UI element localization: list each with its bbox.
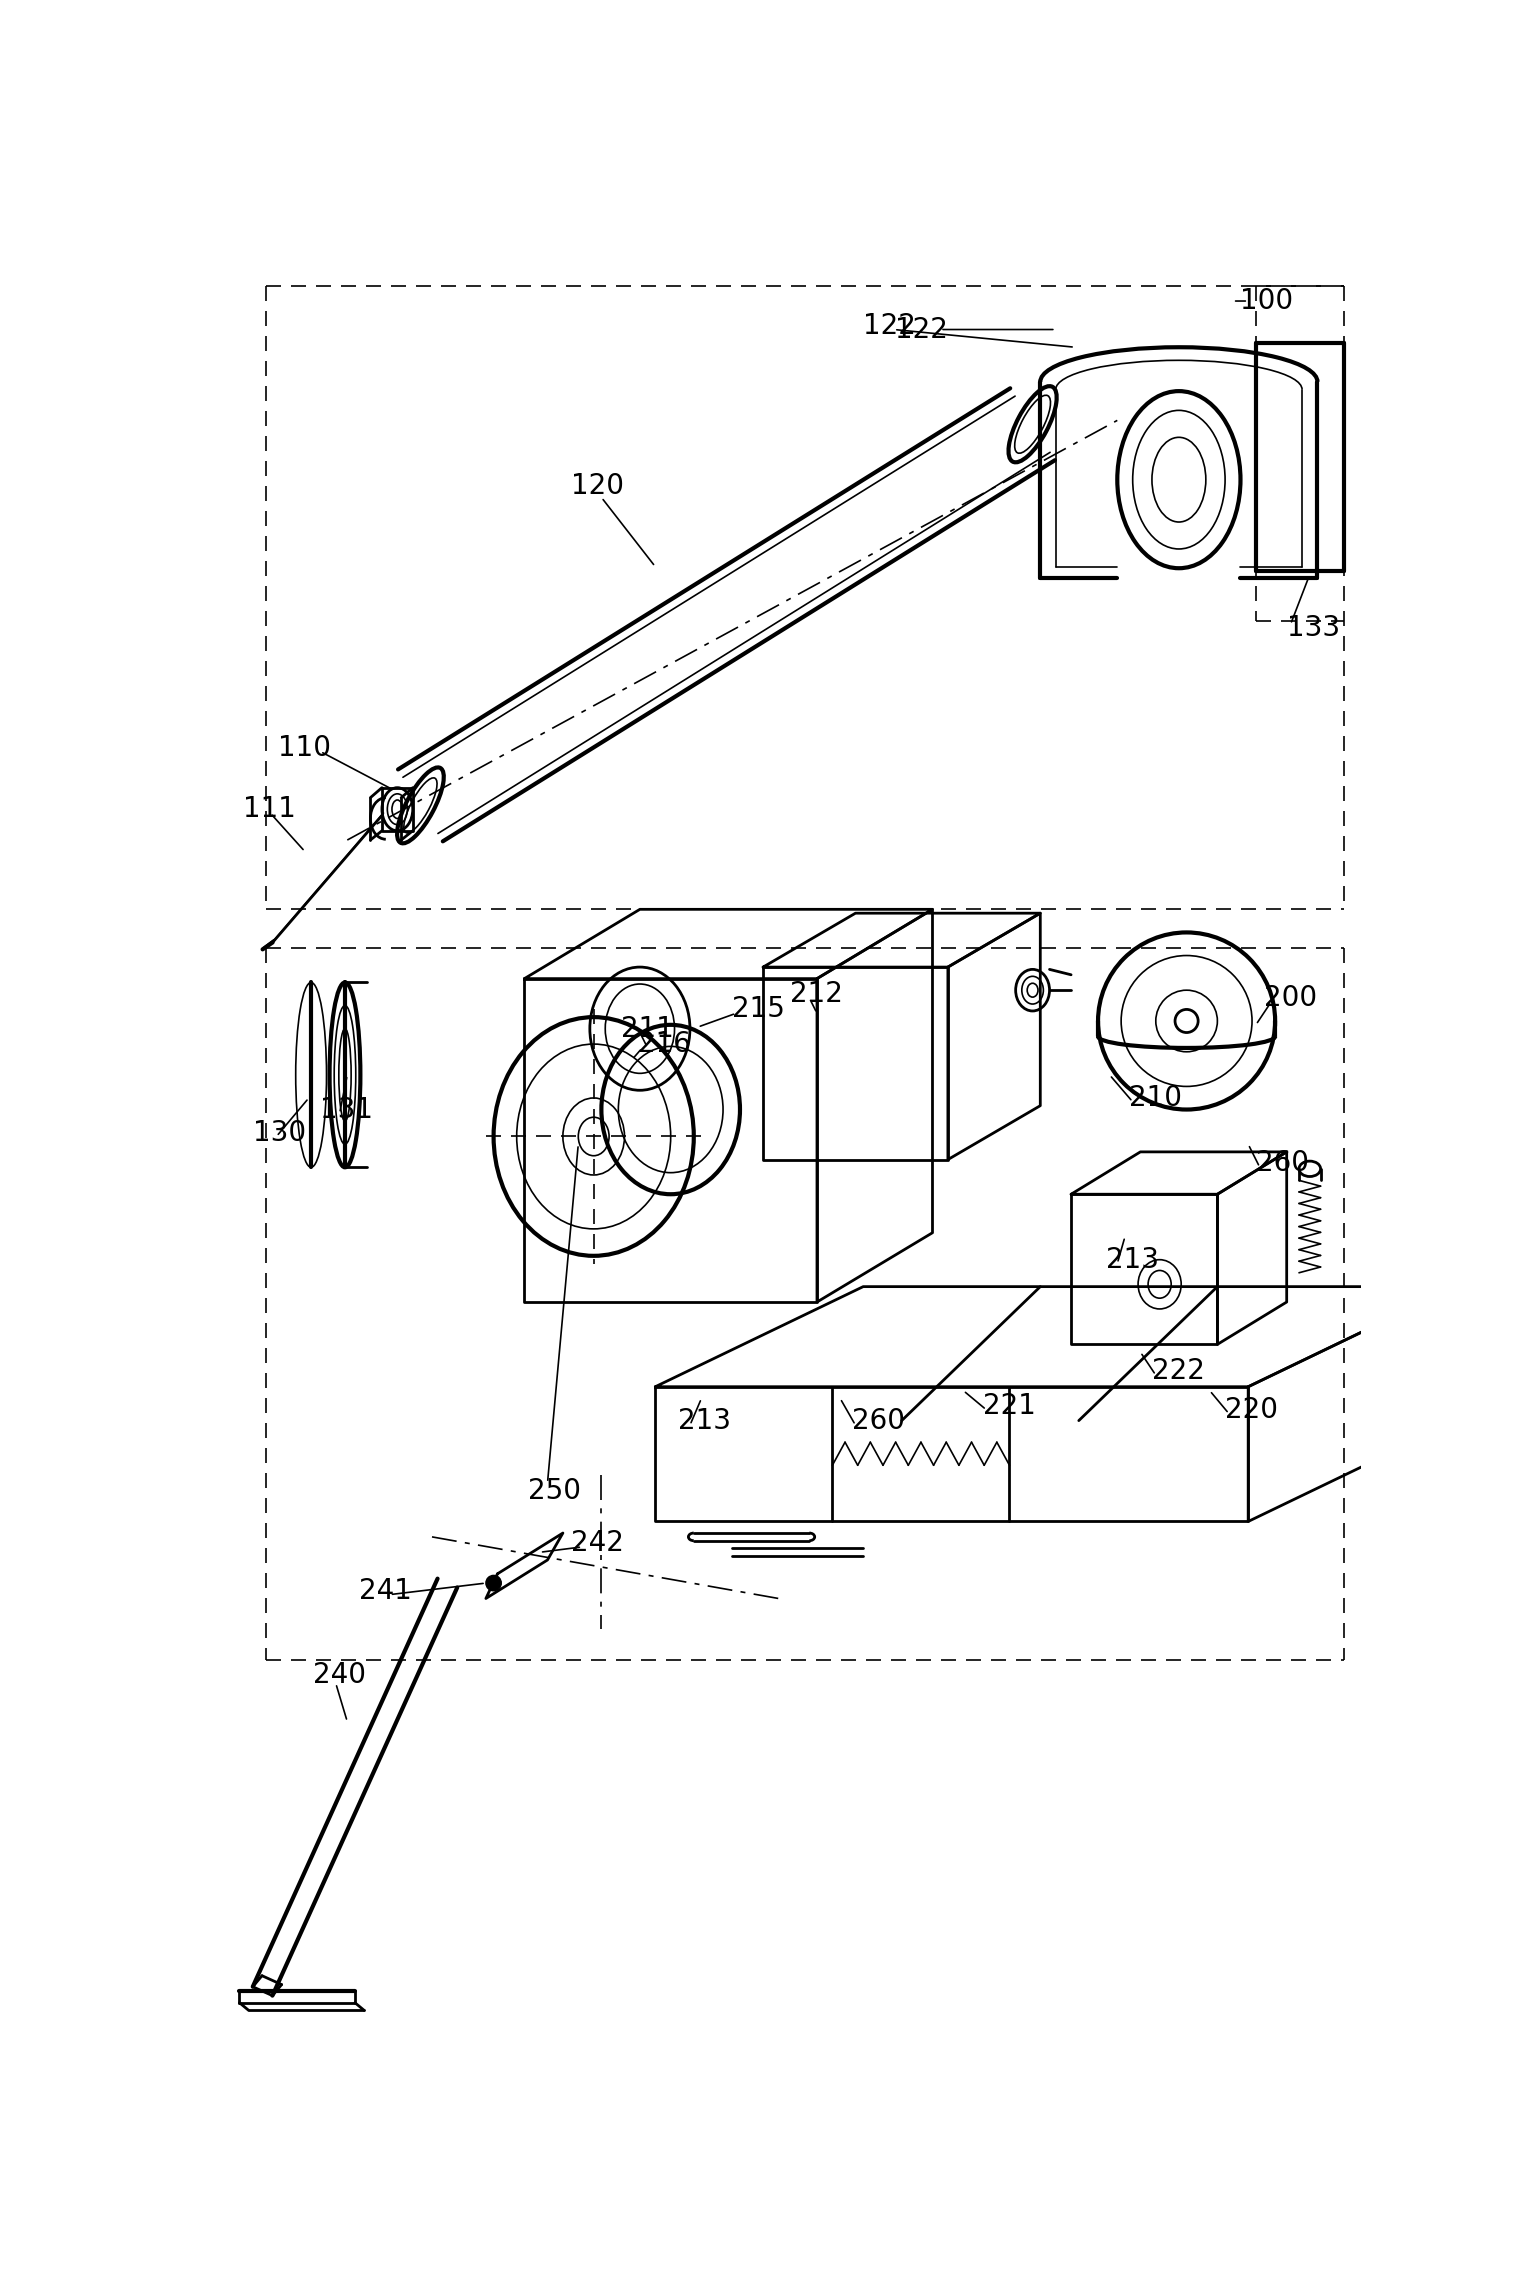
Text: 212: 212 <box>790 980 843 1007</box>
Text: 111: 111 <box>244 795 296 822</box>
Text: 122: 122 <box>894 315 948 343</box>
Text: 200: 200 <box>1264 984 1317 1012</box>
Text: 211: 211 <box>620 1014 673 1044</box>
Text: 131: 131 <box>320 1096 373 1124</box>
Text: 241: 241 <box>359 1576 412 1606</box>
Text: 213: 213 <box>1105 1245 1158 1274</box>
Text: 100: 100 <box>1240 288 1293 315</box>
Text: 240: 240 <box>312 1660 365 1690</box>
Text: 213: 213 <box>678 1407 731 1434</box>
Text: 210: 210 <box>1129 1085 1182 1112</box>
Text: 260: 260 <box>852 1407 905 1434</box>
Text: 221: 221 <box>982 1391 1035 1421</box>
Circle shape <box>487 1576 502 1590</box>
Text: 120: 120 <box>570 473 623 500</box>
Text: 260: 260 <box>1255 1149 1308 1179</box>
Text: 122: 122 <box>863 313 916 340</box>
Text: 215: 215 <box>732 996 785 1023</box>
Text: 133: 133 <box>1287 614 1340 642</box>
Text: 110: 110 <box>277 733 330 761</box>
Text: 222: 222 <box>1152 1357 1205 1386</box>
Text: 220: 220 <box>1225 1396 1278 1423</box>
Text: 250: 250 <box>528 1478 581 1505</box>
Text: 130: 130 <box>253 1119 306 1147</box>
Text: 216: 216 <box>638 1030 691 1057</box>
Text: 242: 242 <box>570 1528 623 1558</box>
